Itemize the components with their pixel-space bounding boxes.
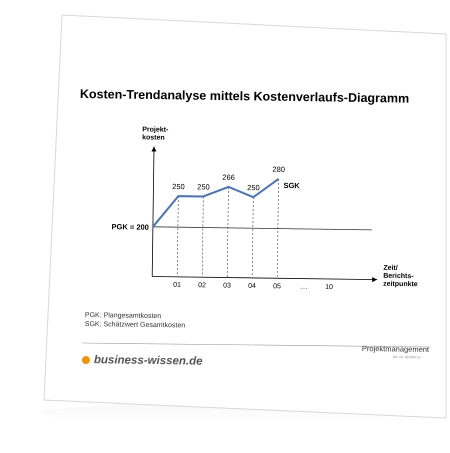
x-tick-label: … <box>301 284 308 291</box>
drop-line <box>177 196 178 277</box>
brand-name: business-wissen.de <box>94 354 203 368</box>
x-tick-label: 10 <box>325 284 333 291</box>
y-axis <box>152 147 154 277</box>
legend-sgk: SGK: Schätzwert Gesamtkosten <box>85 320 185 330</box>
data-label: 250 <box>247 183 260 192</box>
series-name-label: SGK <box>283 181 300 190</box>
x-tick-label: 02 <box>198 282 206 289</box>
data-label: 250 <box>172 182 185 191</box>
footer-category: Projektmanagement <box>362 344 429 354</box>
x-axis-label: Zeit/Berichts-zeitpunkte <box>383 265 418 288</box>
footer-article-number: Art. Nr. 00 000 15 <box>393 355 420 359</box>
drop-line <box>202 196 203 277</box>
x-tick-label: 04 <box>248 283 256 290</box>
legend-notes: PGK: Plangesamtkosten SGK: Schätzwert Ge… <box>85 311 186 330</box>
pgk-baseline-label: PGK = 200 <box>112 222 149 232</box>
x-tick-label: 03 <box>223 282 231 289</box>
x-tick-label: 05 <box>273 283 281 290</box>
x-tick-label: 01 <box>173 282 181 289</box>
y-axis-label: Projekt-kosten <box>142 126 169 141</box>
x-axis-arrow-icon <box>372 277 377 282</box>
x-axis <box>152 277 377 280</box>
pgk-baseline <box>153 227 372 230</box>
data-label: 280 <box>272 165 285 174</box>
data-label: 250 <box>197 182 210 191</box>
data-label: 266 <box>222 173 235 182</box>
y-axis-arrow-icon <box>151 146 156 151</box>
drop-line <box>252 197 253 278</box>
brand-logo: business-wissen.de <box>82 354 203 368</box>
brand-dot-icon <box>82 356 90 364</box>
drop-line <box>227 187 228 278</box>
